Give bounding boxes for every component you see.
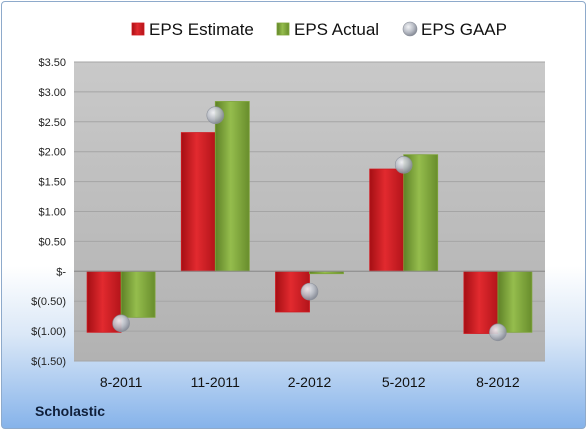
x-tick-label: 5-2012 bbox=[382, 374, 426, 390]
eps-estimate-bar bbox=[369, 168, 405, 272]
eps-actual-bar bbox=[497, 270, 533, 333]
legend-actual-label: EPS Actual bbox=[294, 20, 379, 39]
y-tick-label: $(1.00) bbox=[31, 326, 66, 338]
eps-gaap-marker bbox=[112, 314, 130, 333]
x-tick-label: 8-2012 bbox=[476, 374, 520, 390]
legend-actual-swatch bbox=[276, 22, 290, 36]
y-tick-label: $(1.50) bbox=[31, 356, 66, 368]
eps-actual-bar bbox=[214, 101, 250, 272]
x-tick-label: 11-2011 bbox=[191, 374, 241, 390]
company-name: Scholastic bbox=[35, 403, 106, 419]
x-tick-label: 2-2012 bbox=[288, 374, 332, 390]
eps-gaap-marker bbox=[206, 106, 225, 125]
x-tick-label: 8-2011 bbox=[100, 374, 143, 390]
eps-gaap-marker bbox=[394, 156, 413, 174]
y-tick-label: $(0.50) bbox=[31, 296, 66, 308]
y-tick-label: $2.50 bbox=[38, 117, 66, 129]
y-tick-label: $1.00 bbox=[38, 207, 66, 219]
legend-estimate-label: EPS Estimate bbox=[149, 20, 254, 39]
y-tick-label: $3.00 bbox=[38, 87, 66, 99]
eps-estimate-bar bbox=[180, 132, 216, 272]
y-tick-label: $- bbox=[56, 266, 66, 278]
eps-actual-bar bbox=[120, 270, 156, 318]
y-tick-label: $3.50 bbox=[38, 57, 66, 69]
y-tick-label: $2.00 bbox=[38, 147, 66, 159]
eps-actual-bar bbox=[403, 154, 439, 272]
eps-gaap-marker bbox=[300, 282, 319, 301]
eps-estimate-bar bbox=[463, 270, 499, 334]
eps-gaap-marker bbox=[489, 323, 507, 342]
y-tick-label: $0.50 bbox=[38, 236, 66, 248]
legend-estimate-swatch bbox=[131, 22, 145, 36]
legend-gaap-label: EPS GAAP bbox=[421, 20, 507, 39]
y-tick-label: $1.50 bbox=[38, 177, 66, 189]
legend-gaap-swatch bbox=[402, 21, 418, 37]
